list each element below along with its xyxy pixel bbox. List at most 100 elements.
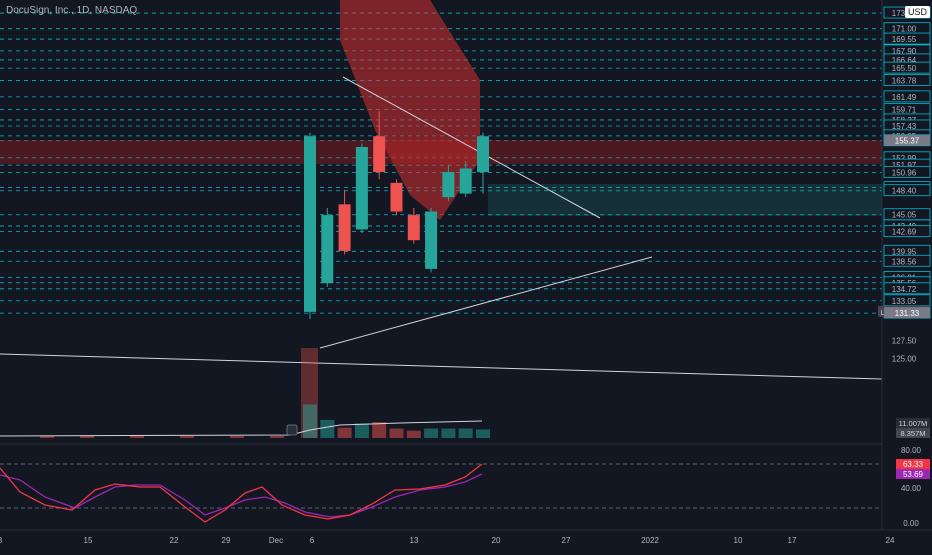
candle-body bbox=[338, 204, 351, 251]
volume-bar bbox=[354, 423, 369, 438]
volume-tag-label: 8.357M bbox=[900, 429, 925, 438]
osc-tick-label: 40.00 bbox=[901, 484, 922, 493]
candle-body bbox=[373, 136, 386, 173]
resistance-zone bbox=[0, 140, 882, 164]
time-tick-label: 2022 bbox=[641, 536, 659, 545]
event-marker-icon[interactable] bbox=[286, 424, 298, 436]
volume-bar bbox=[130, 436, 144, 438]
price-label-box bbox=[883, 165, 931, 178]
price-tick-label: 142.69 bbox=[892, 228, 917, 237]
price-tag-box bbox=[884, 134, 930, 146]
candle-body bbox=[442, 172, 455, 198]
price-tick-label: 166.64 bbox=[892, 56, 917, 65]
osc-tag-box bbox=[896, 459, 930, 469]
osc-tag-label: 63.33 bbox=[903, 460, 924, 469]
time-tick-label: Dec bbox=[269, 536, 283, 545]
volume-bar bbox=[458, 428, 473, 438]
volume-bar bbox=[303, 404, 317, 438]
candle-body bbox=[459, 168, 472, 194]
price-tick-label: 173.18 bbox=[892, 9, 917, 18]
price-tick-label: 169.55 bbox=[892, 35, 917, 44]
symbol-title[interactable]: DocuSign, Inc., 1D, NASDAQ bbox=[6, 5, 138, 16]
volume-bar bbox=[270, 436, 284, 438]
candle-body bbox=[355, 146, 368, 230]
price-tick-label: 171.00 bbox=[892, 25, 917, 34]
price-tag-label: 155.37 bbox=[895, 137, 920, 146]
price-tick-label: 161.49 bbox=[892, 93, 917, 102]
price-tick-label: 165.50 bbox=[892, 64, 917, 73]
price-tick-label: 150.96 bbox=[892, 168, 917, 177]
osc-tick-label: 80.00 bbox=[901, 446, 922, 455]
price-label-box bbox=[883, 32, 931, 45]
candle-body bbox=[390, 182, 403, 212]
price-label-box bbox=[883, 184, 931, 197]
price-label-box bbox=[883, 254, 931, 267]
candles bbox=[304, 111, 489, 320]
red-channel-zone bbox=[340, 0, 480, 220]
currency-badge[interactable]: USD bbox=[904, 6, 930, 18]
time-tick-label: 8 bbox=[0, 536, 3, 545]
price-tick-label: 159.71 bbox=[892, 106, 917, 115]
price-label-box bbox=[883, 225, 931, 238]
price-tick-label: 145.05 bbox=[892, 211, 917, 220]
trendline-lower bbox=[319, 256, 653, 349]
volume-bar bbox=[320, 419, 335, 438]
volume-bar bbox=[389, 428, 404, 438]
volume-bar bbox=[424, 428, 439, 438]
volume-bar bbox=[372, 422, 387, 438]
price-tick-label: 157.43 bbox=[892, 122, 917, 131]
osc-d-line bbox=[0, 473, 483, 518]
time-tick-label: 13 bbox=[410, 536, 419, 545]
trendline-long bbox=[0, 353, 883, 380]
osc-tag-label: 53.69 bbox=[903, 470, 924, 479]
volume-bar bbox=[40, 436, 54, 438]
price-tick-label: 163.78 bbox=[892, 76, 917, 85]
time-tick-label: 6 bbox=[310, 536, 315, 545]
time-tick-label: 27 bbox=[562, 536, 571, 545]
price-tag-box bbox=[884, 307, 930, 319]
trendline-upper bbox=[342, 76, 601, 219]
time-tick-label: 24 bbox=[886, 536, 895, 545]
osc-tick-label: 0.00 bbox=[903, 519, 919, 528]
osc-k-line bbox=[0, 463, 483, 523]
volume-bar bbox=[406, 430, 421, 438]
time-axis[interactable]: 8 15 22 29 Dec 6 13 20 27 2022 10 17 24 bbox=[0, 536, 895, 545]
price-tick-label: 127.50 bbox=[892, 337, 917, 346]
volume-bar bbox=[476, 429, 490, 438]
price-tag-label: 131.33 bbox=[895, 309, 920, 318]
volume-tag-box bbox=[896, 418, 930, 428]
volume-bar bbox=[337, 427, 352, 438]
price-tick-label: 151.97 bbox=[892, 161, 917, 170]
volume-bar bbox=[230, 436, 244, 438]
price-tick-label: 139.95 bbox=[892, 247, 917, 256]
price-label-box bbox=[883, 61, 931, 74]
volume-tag-label: 11.007M bbox=[899, 419, 928, 428]
time-tick-label: 10 bbox=[734, 536, 743, 545]
price-tick-label: 134.72 bbox=[892, 285, 917, 294]
price-tick-label: 167.90 bbox=[892, 47, 917, 56]
support-zone bbox=[488, 184, 882, 216]
volume-bar bbox=[441, 428, 456, 438]
time-tick-label: 22 bbox=[170, 536, 179, 545]
price-tick-label: 148.40 bbox=[892, 187, 917, 196]
time-tick-label: 15 bbox=[84, 536, 93, 545]
price-tick-label: 125.00 bbox=[892, 354, 917, 363]
candle-body bbox=[477, 136, 489, 173]
candle-body bbox=[425, 211, 438, 269]
price-label-box bbox=[883, 282, 931, 295]
volume-bar bbox=[80, 436, 94, 438]
price-tick-label: 152.99 bbox=[892, 154, 917, 163]
price-label-box bbox=[883, 74, 931, 86]
price-label-box bbox=[883, 294, 931, 307]
price-tick-label: 133.05 bbox=[892, 297, 917, 306]
volume-bar bbox=[180, 436, 194, 438]
time-tick-label: 29 bbox=[222, 536, 231, 545]
candle-body bbox=[321, 215, 334, 284]
time-tick-label: 17 bbox=[788, 536, 797, 545]
candle-body bbox=[407, 215, 420, 241]
osc-tag-box bbox=[896, 469, 930, 479]
price-tick-label: 138.56 bbox=[892, 257, 917, 266]
